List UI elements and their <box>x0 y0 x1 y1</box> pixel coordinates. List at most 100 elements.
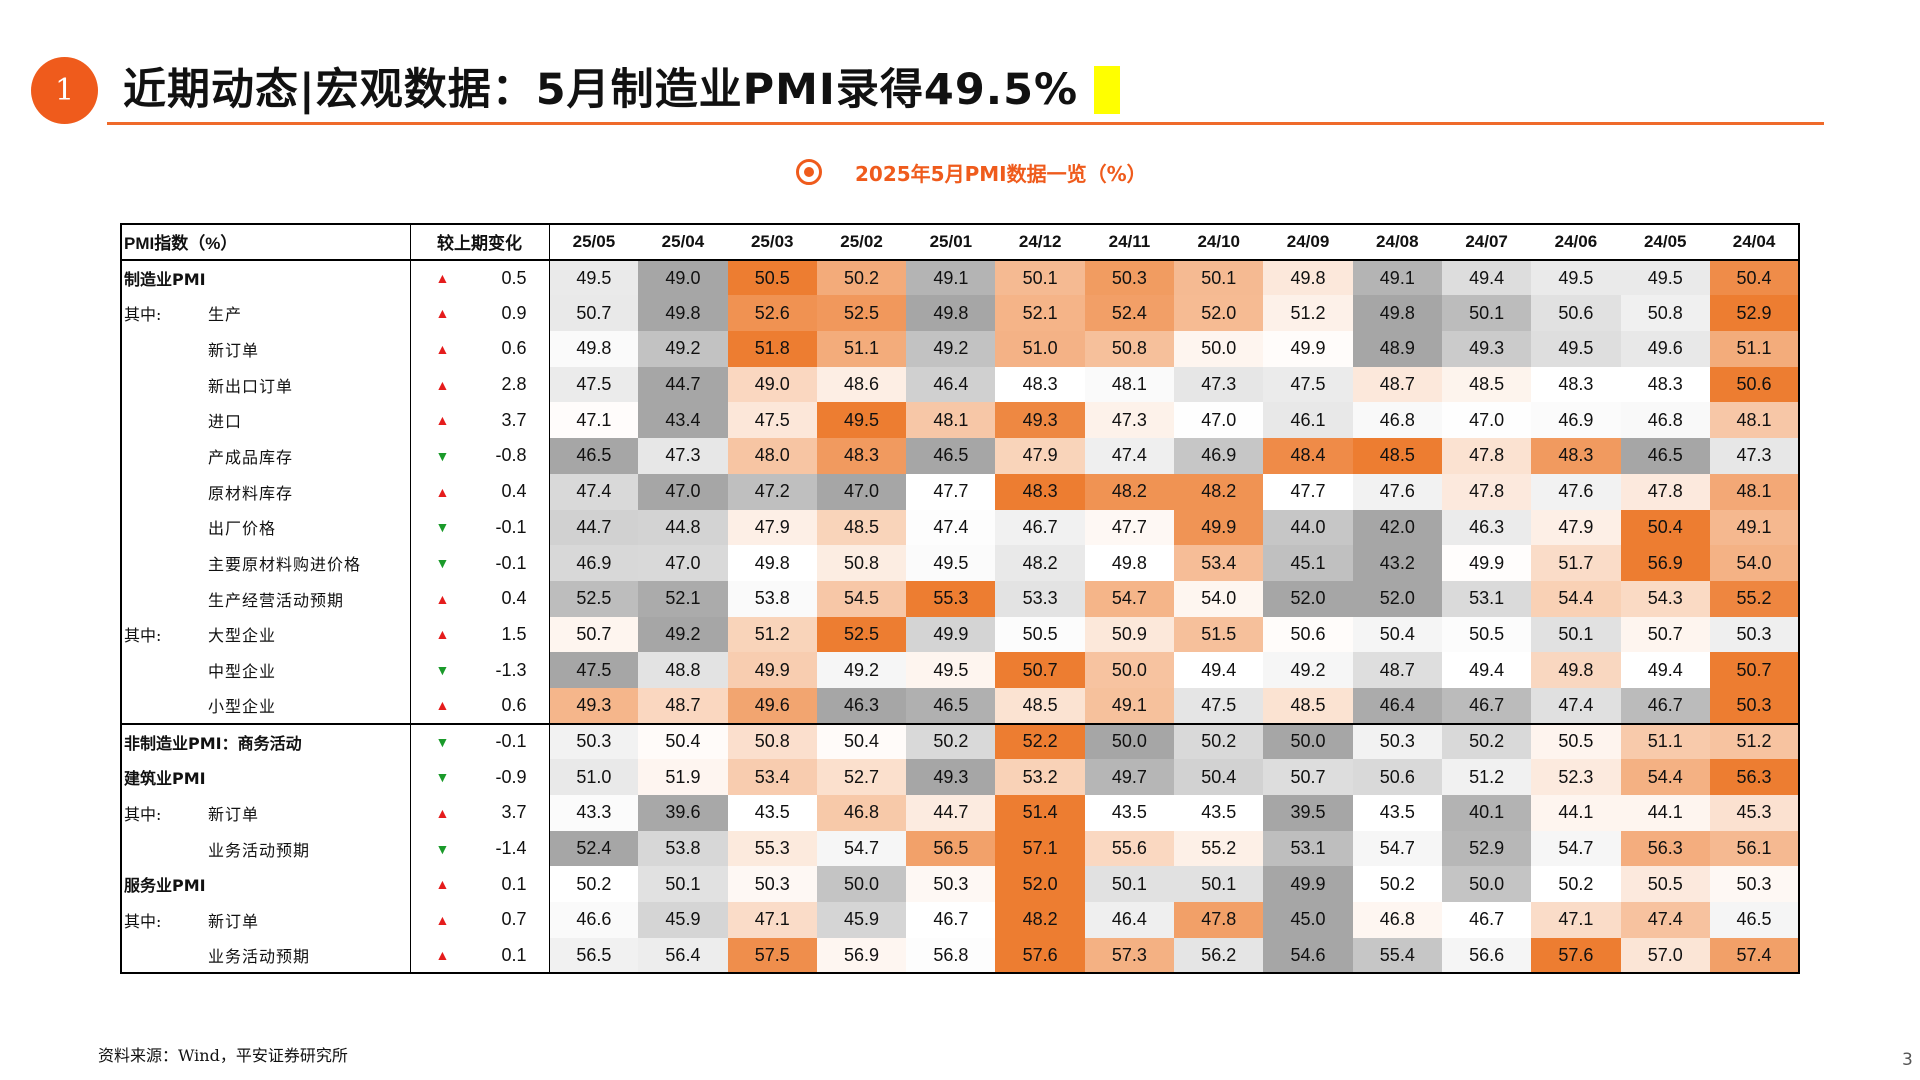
value-cell: 50.3 <box>1709 866 1800 903</box>
value-cell: 53.2 <box>995 759 1085 795</box>
value-cell: 49.1 <box>1084 687 1175 724</box>
value-cell: 50.5 <box>1531 722 1621 760</box>
row-label-cell: 中型企业 <box>121 652 411 688</box>
arrow-up-icon: ▲ <box>435 270 450 287</box>
value-cell: 49.1 <box>1709 509 1800 546</box>
value-cell: 49.6 <box>727 687 817 724</box>
value-cell: 52.3 <box>1531 759 1621 795</box>
header-month: 24/08 <box>1352 224 1442 261</box>
value-cell: 46.5 <box>549 438 639 474</box>
table-row: 业务活动预期 ▼ -1.4 52.4 53.8 55.3 54.7 56.5 57.1 55.6 5… <box>121 830 1800 867</box>
arrow-up-icon: ▲ <box>435 911 450 928</box>
header-month: 25/02 <box>816 224 907 261</box>
value-cell: 53.4 <box>727 759 817 795</box>
row-label-cell: 新出口订单 <box>121 366 411 403</box>
value-cell: 51.1 <box>816 331 907 367</box>
value-cell: 43.5 <box>727 795 817 831</box>
value-cell: 56.2 <box>1174 937 1264 974</box>
value-cell: 50.5 <box>995 616 1085 653</box>
value-cell: 52.9 <box>1441 830 1532 867</box>
row-label-cell: 原材料库存 <box>121 473 411 510</box>
row-label: 建筑业PMI <box>124 769 206 789</box>
value-cell: 54.7 <box>816 830 907 867</box>
table-row: 原材料库存 ▲ 0.4 47.4 47.0 47.2 47.0 47.7 48.3 48.2 48.… <box>121 473 1800 510</box>
row-label-cell: 其中: 大型企业 <box>121 616 411 653</box>
title-divider <box>107 122 1824 125</box>
arrow-down-icon: ▼ <box>435 662 450 679</box>
value-cell: 53.1 <box>1263 830 1353 867</box>
value-cell: 49.2 <box>1263 652 1353 688</box>
value-cell: 45.0 <box>1263 902 1353 938</box>
table-row: 其中: 新订单 ▲ 3.7 43.3 39.6 43.5 46.8 44.7 51.4 43.5 43… <box>121 795 1800 831</box>
value-cell: 49.7 <box>1084 759 1175 795</box>
value-cell: 49.5 <box>1531 331 1621 367</box>
value-cell: 52.7 <box>816 759 907 795</box>
row-label: 新订单 <box>208 340 260 360</box>
value-cell: 55.4 <box>1352 937 1442 974</box>
value-cell: 49.5 <box>906 545 996 581</box>
value-cell: 49.4 <box>1174 652 1264 688</box>
value-cell: 50.1 <box>1084 866 1175 903</box>
change-cell: ▲ 0.1 <box>410 937 550 974</box>
value-cell: 56.9 <box>1620 545 1710 581</box>
value-cell: 49.2 <box>816 652 907 688</box>
arrow-up-icon: ▲ <box>435 876 450 893</box>
source-note: 资料来源：Wind，平安证券研究所 <box>98 1046 348 1065</box>
row-label-cell: 服务业PMI <box>121 866 411 903</box>
value-cell: 55.6 <box>1084 830 1175 867</box>
change-cell: ▼ -1.4 <box>410 830 550 867</box>
title-highlight-mark <box>1094 66 1120 114</box>
value-cell: 52.4 <box>549 830 639 867</box>
change-cell: ▲ 1.5 <box>410 616 550 653</box>
change-value: -0.9 <box>495 766 527 787</box>
value-cell: 54.7 <box>1531 830 1621 867</box>
value-cell: 44.1 <box>1531 795 1621 831</box>
value-cell: 44.7 <box>638 366 728 403</box>
value-cell: 49.9 <box>1263 331 1353 367</box>
value-cell: 54.7 <box>1352 830 1442 867</box>
header-month: 24/10 <box>1174 224 1264 261</box>
row-label-cell: 产成品库存 <box>121 438 411 474</box>
value-cell: 50.3 <box>1084 259 1175 296</box>
value-cell: 48.3 <box>995 473 1085 510</box>
value-cell: 46.7 <box>1620 687 1710 724</box>
value-cell: 57.4 <box>1709 937 1800 974</box>
change-value: 0.6 <box>501 694 527 715</box>
change-cell: ▲ 0.4 <box>410 580 550 617</box>
value-cell: 47.0 <box>1174 402 1264 439</box>
value-cell: 51.2 <box>727 616 817 653</box>
value-cell: 50.3 <box>727 866 817 903</box>
value-cell: 49.8 <box>906 295 996 332</box>
change-value: 1.5 <box>501 623 527 644</box>
value-cell: 47.1 <box>549 402 639 439</box>
value-cell: 52.0 <box>1174 295 1264 332</box>
value-cell: 48.3 <box>816 438 907 474</box>
value-cell: 49.5 <box>1531 259 1621 296</box>
table-row: 其中: 新订单 ▲ 0.7 46.6 45.9 47.1 45.9 46.7 48.2 46.4 47… <box>121 902 1800 938</box>
change-cell: ▲ 0.6 <box>410 331 550 367</box>
value-cell: 48.7 <box>638 687 728 724</box>
row-label-cell: 非制造业PMI：商务活动 <box>121 722 411 760</box>
row-label-cell: 其中: 新订单 <box>121 902 411 938</box>
value-cell: 52.0 <box>995 866 1085 903</box>
change-cell: ▼ -0.1 <box>410 545 550 581</box>
row-label: 进口 <box>208 412 243 432</box>
value-cell: 48.3 <box>1531 438 1621 474</box>
value-cell: 49.9 <box>906 616 996 653</box>
value-cell: 47.4 <box>1531 687 1621 724</box>
value-cell: 49.3 <box>995 402 1085 439</box>
header-month: 24/05 <box>1620 224 1710 261</box>
value-cell: 54.6 <box>1263 937 1353 974</box>
value-cell: 46.7 <box>995 509 1085 546</box>
value-cell: 50.4 <box>1174 759 1264 795</box>
value-cell: 47.5 <box>727 402 817 439</box>
value-cell: 47.8 <box>1441 438 1532 474</box>
value-cell: 49.9 <box>727 652 817 688</box>
value-cell: 56.3 <box>1620 830 1710 867</box>
row-label-cell: 制造业PMI <box>121 259 411 296</box>
table-row: 其中: 大型企业 ▲ 1.5 50.7 49.2 51.2 52.5 49.9 50.5 50.9 5… <box>121 616 1800 653</box>
value-cell: 51.7 <box>1531 545 1621 581</box>
value-cell: 48.5 <box>1263 687 1353 724</box>
value-cell: 50.1 <box>638 866 728 903</box>
row-label: 中型企业 <box>208 662 277 682</box>
